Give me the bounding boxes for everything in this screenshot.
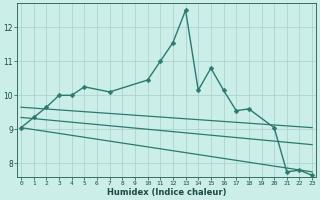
- X-axis label: Humidex (Indice chaleur): Humidex (Indice chaleur): [107, 188, 226, 197]
